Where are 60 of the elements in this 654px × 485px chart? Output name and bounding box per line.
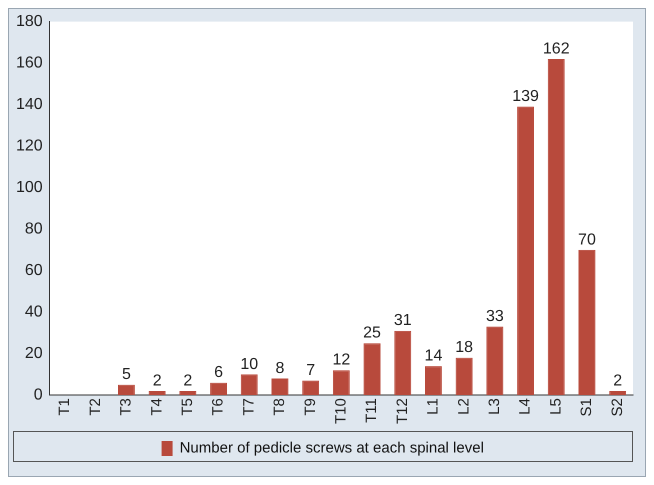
data-label: 14 [424, 348, 442, 365]
x-tick-label: L5 [547, 398, 564, 415]
y-tick-label: 180 [16, 13, 43, 30]
y-tick-label: 120 [16, 138, 43, 155]
x-tick-label: T1 [56, 398, 74, 416]
data-label: 2 [152, 372, 162, 390]
legend-label: Number of pedicle screws at each spinal level [180, 440, 484, 457]
x-tick-label: T4 [148, 398, 166, 416]
data-label: 8 [275, 360, 284, 377]
data-label: 31 [394, 312, 412, 330]
bar [394, 330, 412, 396]
x-tick-label: T9 [302, 398, 319, 416]
bar [332, 370, 350, 396]
bar [179, 391, 196, 396]
data-label: 5 [122, 366, 131, 384]
bar [517, 106, 534, 396]
data-label: 33 [486, 308, 504, 326]
x-tick-label: T10 [332, 398, 350, 424]
x-tick-label: L2 [455, 398, 472, 415]
data-label: 7 [306, 362, 316, 380]
y-tick-label: 100 [16, 179, 43, 196]
x-tick-label: T8 [271, 398, 288, 416]
x-tick-label: T11 [363, 398, 380, 423]
bar [456, 358, 473, 396]
data-label: 25 [363, 324, 382, 342]
x-tick-label: S1 [578, 398, 596, 417]
x-tick-label: S2 [608, 398, 626, 417]
data-label: 2 [183, 372, 192, 390]
data-label: 162 [542, 40, 570, 58]
x-tick-label: T3 [118, 398, 135, 416]
x-tick-label: T6 [210, 398, 227, 416]
bar [148, 391, 166, 396]
y-tick-label: 140 [16, 96, 43, 114]
y-tick-label: 0 [34, 386, 43, 404]
y-tick-label: 60 [24, 262, 43, 280]
bar [364, 343, 380, 396]
x-tick-label: L3 [486, 398, 503, 415]
y-tick-label: 80 [24, 220, 43, 238]
data-label: 2 [613, 372, 622, 390]
x-tick-label: T5 [178, 398, 196, 416]
data-label: 70 [578, 231, 596, 248]
bar [486, 326, 504, 396]
x-tick-label: L4 [516, 398, 534, 415]
bar [548, 58, 565, 396]
data-label: 12 [332, 352, 350, 369]
data-label: 6 [214, 364, 224, 382]
x-tick-label: T7 [240, 398, 258, 416]
bar [425, 366, 442, 396]
bar [609, 391, 626, 396]
bar [240, 374, 258, 396]
data-label: 18 [455, 339, 474, 356]
y-tick-label: 20 [24, 345, 43, 362]
y-tick-label: 160 [16, 54, 43, 72]
y-tick-label: 40 [24, 304, 43, 321]
x-tick-label: L1 [424, 398, 442, 415]
data-label: 10 [240, 356, 258, 373]
x-tick-label: T12 [394, 398, 411, 424]
x-tick-label: T2 [86, 398, 104, 416]
data-label: 139 [512, 88, 539, 106]
bar [578, 250, 596, 396]
